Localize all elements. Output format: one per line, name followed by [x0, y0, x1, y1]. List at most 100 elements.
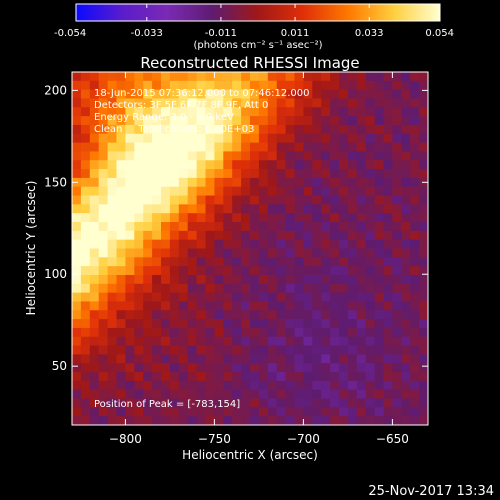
heatmap-cell: [276, 354, 287, 364]
heatmap-cell: [312, 274, 322, 285]
heatmap-cell: [267, 372, 278, 382]
heatmap-cell: [187, 195, 198, 205]
heatmap-cell: [410, 372, 420, 382]
heatmap-cell: [401, 160, 411, 170]
heatmap-cell: [321, 380, 331, 391]
heatmap-cell: [80, 380, 91, 391]
heatmap-cell: [383, 310, 393, 320]
heatmap-cell: [392, 310, 402, 320]
heatmap-cell: [330, 319, 340, 329]
heatmap-cell: [232, 372, 242, 382]
heatmap-cell: [72, 363, 82, 373]
heatmap-cell: [196, 213, 207, 223]
heatmap-cell: [321, 133, 331, 144]
heatmap-cell: [241, 151, 251, 161]
heatmap-cell: [401, 213, 411, 223]
heatmap-cell: [232, 248, 242, 258]
heatmap-cell: [143, 266, 153, 276]
heatmap-cell: [419, 248, 428, 258]
heatmap-cell: [72, 98, 82, 108]
heatmap-cell: [294, 416, 304, 425]
heatmap-cell: [152, 336, 162, 347]
heatmap-cell: [356, 204, 367, 214]
heatmap-cell: [178, 230, 189, 241]
heatmap-cell: [347, 319, 358, 329]
heatmap-cell: [196, 133, 207, 144]
heatmap-cell: [410, 186, 420, 197]
heatmap-cell: [276, 301, 287, 311]
heatmap-cell: [223, 160, 233, 170]
heatmap-cell: [196, 222, 207, 232]
heatmap-cell: [267, 239, 278, 250]
heatmap-cell: [89, 380, 100, 391]
heatmap-cell: [250, 142, 260, 153]
heatmap-cell: [276, 116, 287, 126]
heatmap-cell: [365, 301, 376, 311]
heatmap-cell: [339, 186, 349, 197]
heatmap-cell: [285, 98, 296, 108]
heatmap-cell: [383, 80, 393, 91]
heatmap-cell: [116, 274, 126, 285]
heatmap-cell: [410, 416, 420, 425]
heatmap-cell: [312, 248, 322, 258]
heatmap-cell: [401, 230, 411, 241]
heatmap-cell: [214, 116, 224, 126]
heatmap-cell: [374, 345, 385, 355]
heatmap-cell: [161, 222, 171, 232]
heatmap-cell: [321, 72, 331, 82]
heatmap-cell: [339, 301, 349, 311]
heatmap-cell: [330, 222, 340, 232]
heatmap-cell: [330, 336, 340, 347]
heatmap-cell: [356, 133, 367, 144]
heatmap-cell: [205, 319, 215, 329]
heatmap-cell: [134, 398, 144, 408]
heatmap-cell: [410, 407, 420, 417]
heatmap-cell: [383, 274, 393, 285]
heatmap-cell: [294, 336, 304, 347]
heatmap-cell: [89, 354, 100, 364]
heatmap-cell: [241, 327, 251, 338]
heatmap-cell: [214, 327, 224, 338]
heatmap-cell: [321, 266, 331, 276]
heatmap-cell: [116, 72, 126, 82]
heatmap-cell: [410, 283, 420, 294]
heatmap-cell: [169, 186, 180, 197]
heatmap-cell: [419, 283, 428, 294]
x-axis-label: Heliocentric X (arcsec): [182, 448, 318, 462]
heatmap-cell: [232, 177, 242, 188]
heatmap-cell: [383, 230, 393, 241]
heatmap-cell: [89, 257, 100, 267]
heatmap-cell: [116, 186, 126, 197]
heatmap-cell: [152, 257, 162, 267]
heatmap-cell: [152, 327, 162, 338]
heatmap-cell: [303, 257, 313, 267]
heatmap-cell: [72, 292, 82, 303]
heatmap-cell: [241, 142, 251, 153]
heatmap-cell: [374, 195, 385, 205]
y-tick-label: 150: [44, 175, 67, 189]
heatmap-cell: [303, 72, 313, 82]
heatmap-cell: [250, 274, 260, 285]
peak-position-label: Position of Peak = [-783,154]: [94, 399, 240, 410]
heatmap-cell: [196, 98, 207, 108]
heatmap-cell: [107, 186, 118, 197]
heatmap-cell: [392, 230, 402, 241]
heatmap-cell: [187, 177, 198, 188]
heatmap-cell: [258, 301, 269, 311]
heatmap-cell: [107, 230, 118, 241]
heatmap-cell: [356, 186, 367, 197]
heatmap-cell: [267, 257, 278, 267]
heatmap-cell: [250, 416, 260, 425]
heatmap-cell: [276, 230, 287, 241]
heatmap-cell: [258, 363, 269, 373]
heatmap-cell: [178, 407, 189, 417]
heatmap-cell: [241, 80, 251, 91]
heatmap-cell: [303, 336, 313, 347]
heatmap-cell: [143, 222, 153, 232]
heatmap-cell: [258, 80, 269, 91]
heatmap-cell: [116, 416, 126, 425]
heatmap-cell: [80, 169, 91, 179]
heatmap-cell: [223, 257, 233, 267]
heatmap-cell: [330, 380, 340, 391]
heatmap-cell: [321, 283, 331, 294]
